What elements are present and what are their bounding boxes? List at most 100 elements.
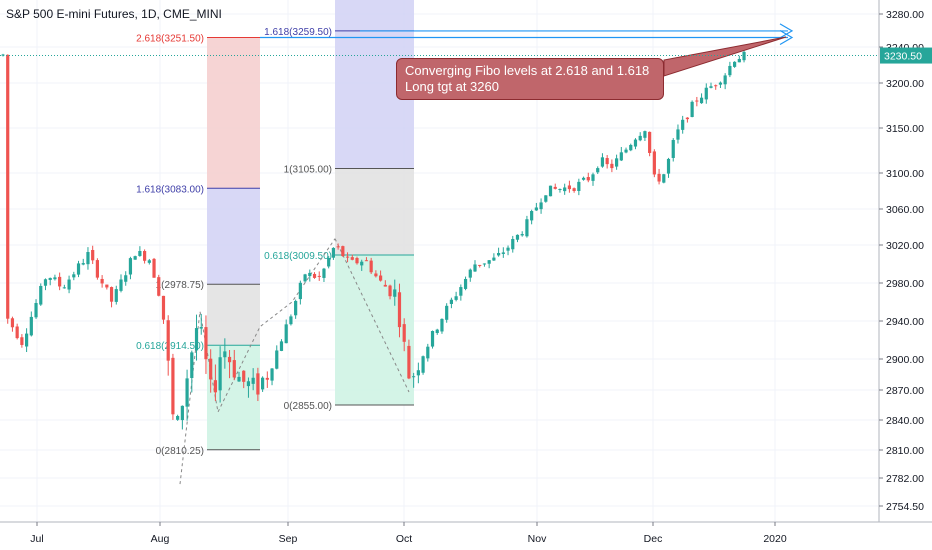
- candle-body: [506, 247, 510, 251]
- candle-body: [284, 324, 288, 344]
- candle-body: [109, 287, 114, 302]
- candle-up: [430, 330, 435, 349]
- time-axis: Jul Aug Sep Oct Nov Dec 2020: [0, 521, 932, 545]
- candle-down: [10, 316, 15, 332]
- fib1-zone-gray: [207, 284, 260, 346]
- price-tick-label: 3200.00: [886, 78, 924, 90]
- candle-body: [615, 158, 619, 167]
- price-tick-label: 2782.00: [886, 473, 924, 485]
- candle-body: [558, 188, 562, 190]
- candle-body: [327, 257, 331, 267]
- price-tick-label: 2900.00: [886, 354, 924, 366]
- time-tick-label: Oct: [396, 533, 412, 545]
- candle-body: [95, 260, 99, 278]
- candle-up: [709, 82, 713, 89]
- candle-down: [695, 96, 699, 107]
- candle-body: [737, 58, 741, 63]
- candle-up: [29, 311, 33, 337]
- candle-body: [58, 276, 62, 287]
- candle-body: [317, 275, 321, 277]
- candle-up: [520, 231, 524, 237]
- candle-body: [581, 177, 586, 180]
- candle-body: [341, 246, 345, 257]
- candle-body: [718, 82, 723, 85]
- candle-body: [676, 129, 680, 140]
- arrow-head-1618: [779, 23, 794, 39]
- fib2-level-0-label: 1.618(3259.50): [264, 27, 332, 38]
- candle-body: [454, 296, 458, 300]
- candle-body: [596, 168, 600, 173]
- candle-up: [194, 314, 199, 361]
- candle-down: [58, 272, 62, 291]
- candle-body: [463, 278, 468, 289]
- candle-up: [530, 209, 534, 225]
- candle-body: [624, 149, 628, 153]
- candle-down: [379, 270, 383, 282]
- price-tick-label: 2940.00: [886, 316, 924, 328]
- candle-down: [109, 286, 114, 308]
- candle-body: [10, 318, 15, 328]
- candle-up: [270, 368, 274, 386]
- price-tick-label: 3150.00: [886, 123, 924, 135]
- last-price-tag: [880, 47, 932, 64]
- candle-body: [194, 328, 199, 351]
- candle-up: [718, 81, 723, 88]
- candle-body: [369, 260, 373, 273]
- candle-body: [227, 356, 232, 363]
- candle-up: [275, 345, 279, 370]
- candle-body: [468, 269, 472, 278]
- candle-body: [435, 329, 439, 333]
- candle-body: [671, 139, 675, 158]
- candle-up: [638, 132, 642, 142]
- annotation-line-2: Long tgt at 3260: [405, 79, 499, 94]
- candle-up: [487, 260, 491, 269]
- candle-body: [482, 263, 487, 265]
- candle-down: [605, 155, 609, 169]
- candle-body: [487, 260, 491, 264]
- candle-body: [218, 357, 222, 391]
- candle-down: [317, 271, 321, 281]
- candle-body: [648, 131, 652, 153]
- price-tick-label: 3280.00: [886, 9, 924, 21]
- candle-body: [402, 324, 406, 342]
- price-tick-label: 3020.00: [886, 240, 924, 252]
- candle-up: [39, 283, 43, 306]
- candle-up: [728, 61, 732, 78]
- candle-up: [624, 147, 628, 154]
- candle-down: [572, 187, 576, 193]
- time-tick-label: Sep: [279, 533, 298, 545]
- candle-body: [714, 85, 718, 87]
- candle-up: [303, 273, 307, 283]
- candle-up: [119, 274, 123, 293]
- candle-up: [86, 247, 90, 270]
- candle-body: [501, 252, 505, 254]
- candle-body: [294, 300, 298, 316]
- candle-body: [128, 258, 133, 275]
- candle-body: [591, 174, 595, 181]
- candle-body: [185, 378, 189, 407]
- candle-body: [15, 326, 19, 339]
- candle-body: [20, 337, 24, 345]
- candle-down: [402, 318, 406, 352]
- candle-up: [445, 303, 449, 323]
- arrow-head-2618: [779, 29, 794, 46]
- candle-body: [143, 251, 147, 261]
- candle-down: [586, 172, 590, 183]
- candle-body: [308, 272, 312, 277]
- candle-body: [723, 75, 727, 85]
- candle-up: [67, 275, 71, 294]
- candle-body: [662, 174, 666, 183]
- candle-up: [223, 338, 227, 369]
- candle-down: [341, 245, 345, 257]
- candle-up: [548, 185, 553, 197]
- candle-body: [298, 282, 302, 300]
- candle-down: [256, 367, 260, 402]
- candle-body: [62, 287, 66, 289]
- candle-body: [704, 87, 708, 100]
- annotation-callout[interactable]: Converging Fibo levels at 2.618 and 1.61…: [396, 58, 664, 100]
- candle-body: [322, 268, 326, 278]
- candle-up: [327, 256, 331, 269]
- candle-body: [275, 350, 279, 369]
